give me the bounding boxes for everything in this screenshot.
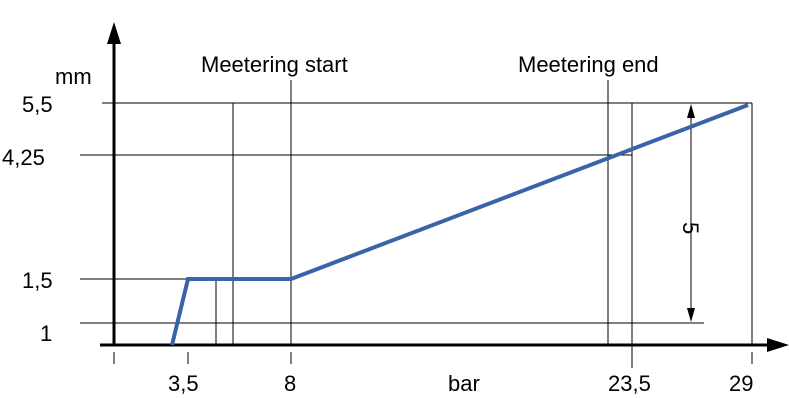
y-axis-label: mm — [55, 64, 92, 89]
y-tick-label-4-25: 4,25 — [2, 145, 45, 170]
series-line — [170, 103, 749, 346]
x-axis-arrow — [767, 338, 789, 352]
x-tick-label-23-5: 23,5 — [608, 371, 651, 396]
span-arrow-down — [687, 308, 695, 322]
span-arrow-up — [687, 104, 695, 118]
y-tick-label-1-5: 1,5 — [22, 268, 53, 293]
metering-start-label: Meetering start — [201, 52, 348, 77]
y-tick-label-1: 1 — [40, 321, 52, 346]
axes — [100, 22, 789, 364]
x-tick-label-3-5: 3,5 — [168, 371, 199, 396]
span-label: 5 — [678, 222, 703, 234]
guide-lines — [80, 80, 753, 368]
x-tick-label-29: 29 — [729, 371, 753, 396]
y-axis-arrow — [107, 22, 121, 44]
metering-end-label: Meetering end — [518, 52, 659, 77]
span-dimension — [687, 104, 695, 322]
x-tick-label-8: 8 — [284, 371, 296, 396]
y-tick-label-5-5: 5,5 — [22, 92, 53, 117]
x-axis-label: bar — [448, 371, 480, 396]
